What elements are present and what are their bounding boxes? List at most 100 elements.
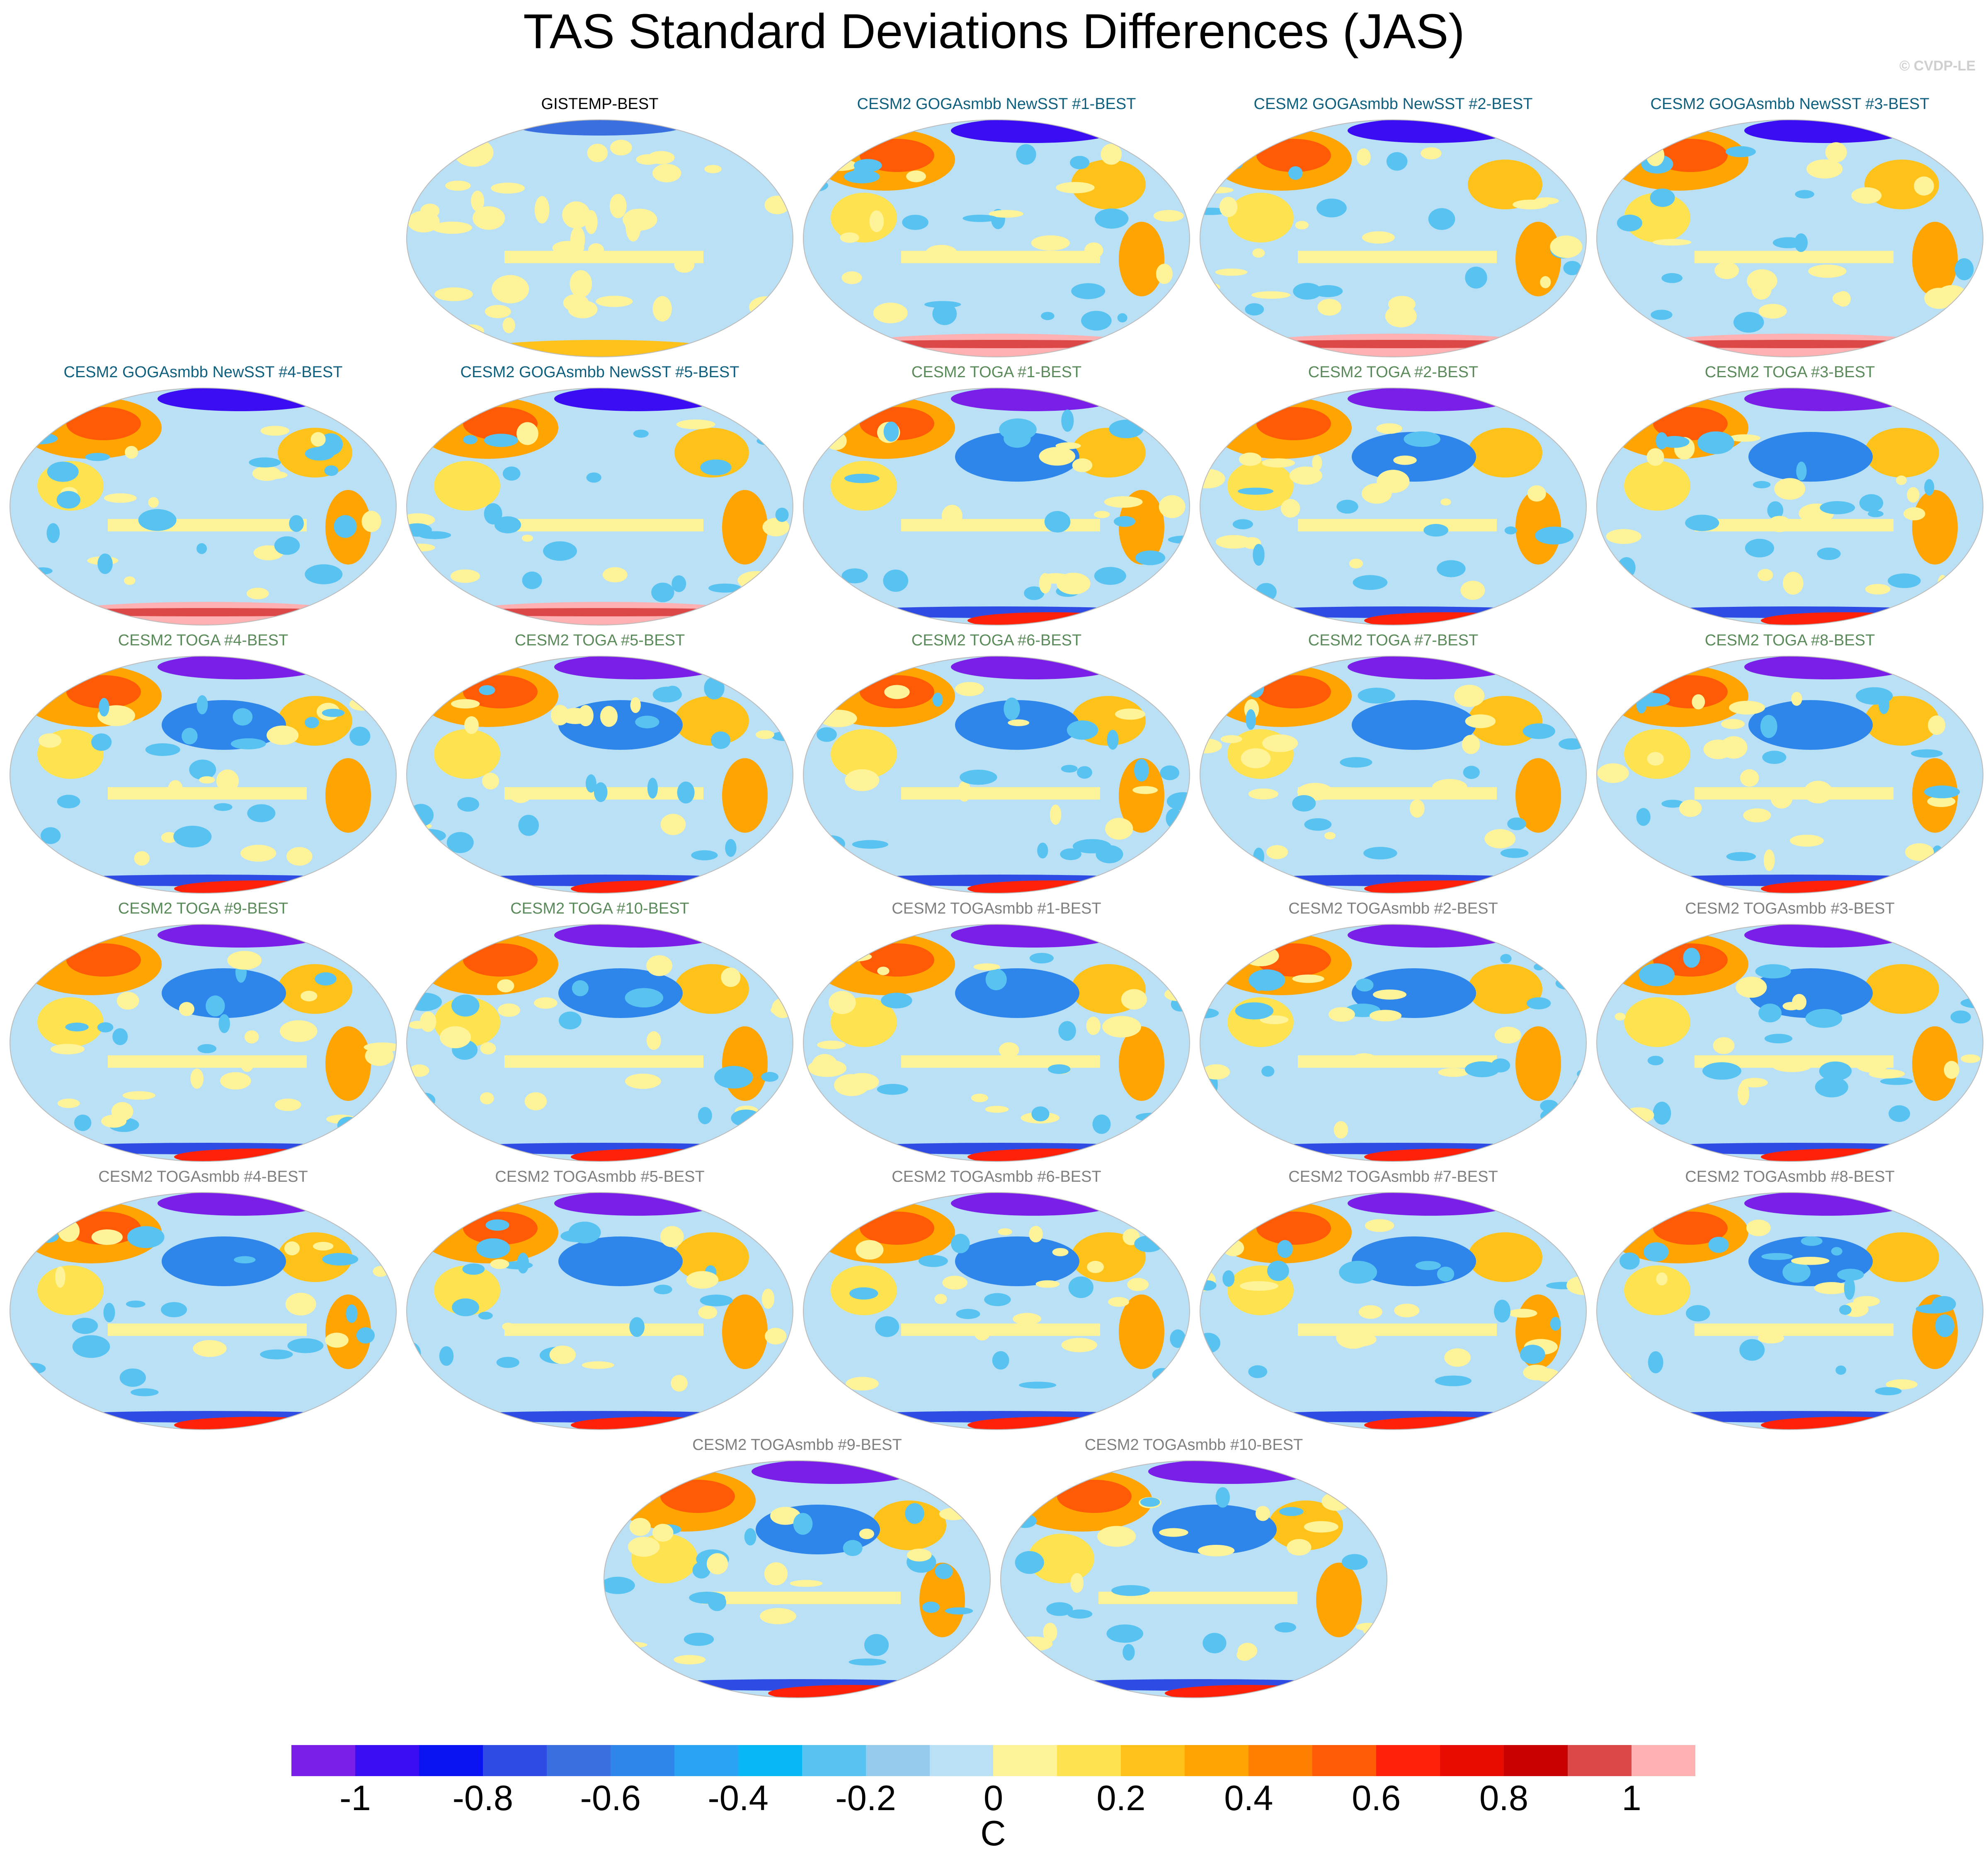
field-anomaly-patch bbox=[1741, 1078, 1768, 1088]
map-outline bbox=[803, 656, 1190, 894]
field-anomaly-patch bbox=[420, 204, 440, 218]
field-anomaly-patch bbox=[334, 515, 357, 538]
field-anomaly-patch bbox=[1340, 757, 1372, 768]
field-anomaly-patch bbox=[1050, 805, 1062, 825]
field-anomaly-patch bbox=[1865, 584, 1891, 595]
map-panel: CESM2 TOGAsmbb #2-BEST bbox=[1198, 900, 1588, 1165]
field-anomaly-patch bbox=[190, 1068, 204, 1089]
field-anomaly-patch bbox=[1869, 1069, 1905, 1079]
field-anomaly-patch bbox=[1886, 1379, 1918, 1390]
field-anomaly-patch bbox=[1208, 1117, 1232, 1139]
field-anomaly-patch bbox=[1386, 152, 1408, 171]
field-anomaly-patch bbox=[1245, 303, 1264, 316]
field-anomaly-patch bbox=[1067, 720, 1098, 740]
field-anomaly-patch bbox=[1084, 242, 1103, 259]
field-anomaly-patch bbox=[197, 1044, 217, 1053]
map-outline bbox=[406, 119, 793, 357]
field-anomaly-patch bbox=[1404, 431, 1440, 447]
field-anomaly-patch bbox=[1202, 1633, 1227, 1653]
field-anomaly-patch bbox=[962, 214, 998, 222]
field-anomaly-patch bbox=[1166, 792, 1190, 811]
field-anomaly-patch bbox=[790, 1580, 823, 1587]
field-anomaly-patch bbox=[1835, 1365, 1846, 1375]
field-anomaly-patch bbox=[1122, 1644, 1135, 1661]
field-anomaly-patch bbox=[1056, 182, 1095, 194]
field-anomaly-patch bbox=[845, 769, 880, 791]
colorbar-swatch bbox=[1632, 1745, 1695, 1776]
field-anomaly-patch bbox=[691, 850, 718, 860]
tropical-band bbox=[504, 1055, 703, 1068]
field-anomaly-patch bbox=[596, 296, 633, 307]
field-anomaly-patch bbox=[145, 743, 180, 756]
field-anomaly-patch bbox=[72, 1318, 98, 1334]
field-anomaly-patch bbox=[1500, 954, 1512, 963]
map-panel: CESM2 GOGAsmbb NewSST #5-BEST bbox=[405, 364, 795, 629]
figure-title: TAS Standard Deviations Differences (JAS… bbox=[523, 4, 1465, 59]
map-plot bbox=[803, 119, 1190, 357]
field-anomaly-patch bbox=[1878, 695, 1890, 714]
field-anomaly-patch bbox=[1624, 461, 1690, 511]
field-anomaly-patch bbox=[803, 1372, 821, 1388]
map-panel: CESM2 TOGA #9-BEST bbox=[8, 900, 398, 1165]
field-anomaly-patch bbox=[301, 991, 318, 1001]
field-anomaly-patch bbox=[1615, 1013, 1626, 1021]
field-anomaly-patch bbox=[840, 232, 859, 243]
field-anomaly-patch bbox=[502, 1323, 514, 1331]
field-anomaly-patch bbox=[1656, 432, 1668, 450]
field-anomaly-patch bbox=[1484, 829, 1516, 848]
field-anomaly-patch bbox=[1726, 852, 1756, 861]
tropical-band bbox=[1298, 1323, 1497, 1336]
field-anomaly-patch bbox=[1844, 1276, 1855, 1300]
panel-title: CESM2 TOGA #10-BEST bbox=[510, 900, 689, 917]
field-anomaly-patch bbox=[1815, 1076, 1848, 1098]
field-anomaly-patch bbox=[635, 715, 659, 729]
field-anomaly-patch bbox=[1600, 1379, 1619, 1401]
field-anomaly-patch bbox=[1889, 1105, 1910, 1122]
field-anomaly-patch bbox=[230, 738, 266, 749]
field-anomaly-patch bbox=[1013, 1313, 1041, 1325]
field-anomaly-patch bbox=[1606, 529, 1641, 544]
field-anomaly-patch bbox=[841, 271, 862, 284]
field-anomaly-patch bbox=[819, 710, 857, 727]
field-anomaly-patch bbox=[1105, 817, 1133, 840]
field-anomaly-patch bbox=[984, 1293, 1011, 1306]
field-anomaly-patch bbox=[521, 535, 533, 542]
field-anomaly-patch bbox=[543, 541, 577, 561]
field-anomaly-patch bbox=[1636, 808, 1651, 826]
colorbar-tick-label: -0.2 bbox=[835, 1779, 896, 1818]
field-anomaly-patch bbox=[652, 296, 672, 322]
field-anomaly-patch bbox=[955, 968, 1079, 1018]
field-anomaly-patch bbox=[1910, 749, 1943, 758]
field-anomaly-patch bbox=[119, 1368, 146, 1387]
field-anomaly-patch bbox=[955, 682, 984, 696]
field-anomaly-patch bbox=[134, 851, 150, 866]
field-anomaly-patch bbox=[831, 193, 897, 242]
colorbar-swatch bbox=[1249, 1745, 1313, 1776]
field-anomaly-patch bbox=[869, 210, 884, 232]
field-anomaly-patch bbox=[1087, 1260, 1104, 1273]
field-anomaly-patch bbox=[189, 759, 216, 780]
field-anomaly-patch bbox=[578, 705, 594, 727]
field-anomaly-patch bbox=[1555, 977, 1582, 990]
field-anomaly-patch bbox=[761, 1288, 775, 1309]
field-anomaly-patch bbox=[1152, 1505, 1277, 1554]
field-anomaly-patch bbox=[633, 429, 649, 438]
field-anomaly-patch bbox=[56, 491, 81, 509]
field-anomaly-patch bbox=[1215, 535, 1252, 549]
field-anomaly-patch bbox=[708, 583, 742, 593]
field-anomaly-patch bbox=[325, 1294, 371, 1369]
map-outline bbox=[1596, 388, 1983, 625]
field-anomaly-patch bbox=[463, 943, 538, 977]
field-anomaly-patch bbox=[1661, 800, 1684, 808]
field-anomaly-patch bbox=[570, 270, 592, 298]
field-anomaly-patch bbox=[922, 1601, 940, 1613]
field-anomaly-patch bbox=[1260, 1015, 1289, 1024]
field-anomaly-patch bbox=[74, 1114, 92, 1131]
field-anomaly-patch bbox=[677, 781, 695, 804]
field-anomaly-patch bbox=[999, 1042, 1019, 1058]
field-anomaly-patch bbox=[1115, 708, 1145, 720]
panel-title: CESM2 TOGAsmbb #3-BEST bbox=[1685, 900, 1895, 917]
field-anomaly-patch bbox=[287, 1338, 324, 1353]
field-anomaly-patch bbox=[1761, 1253, 1793, 1260]
field-anomaly-patch bbox=[710, 731, 731, 749]
